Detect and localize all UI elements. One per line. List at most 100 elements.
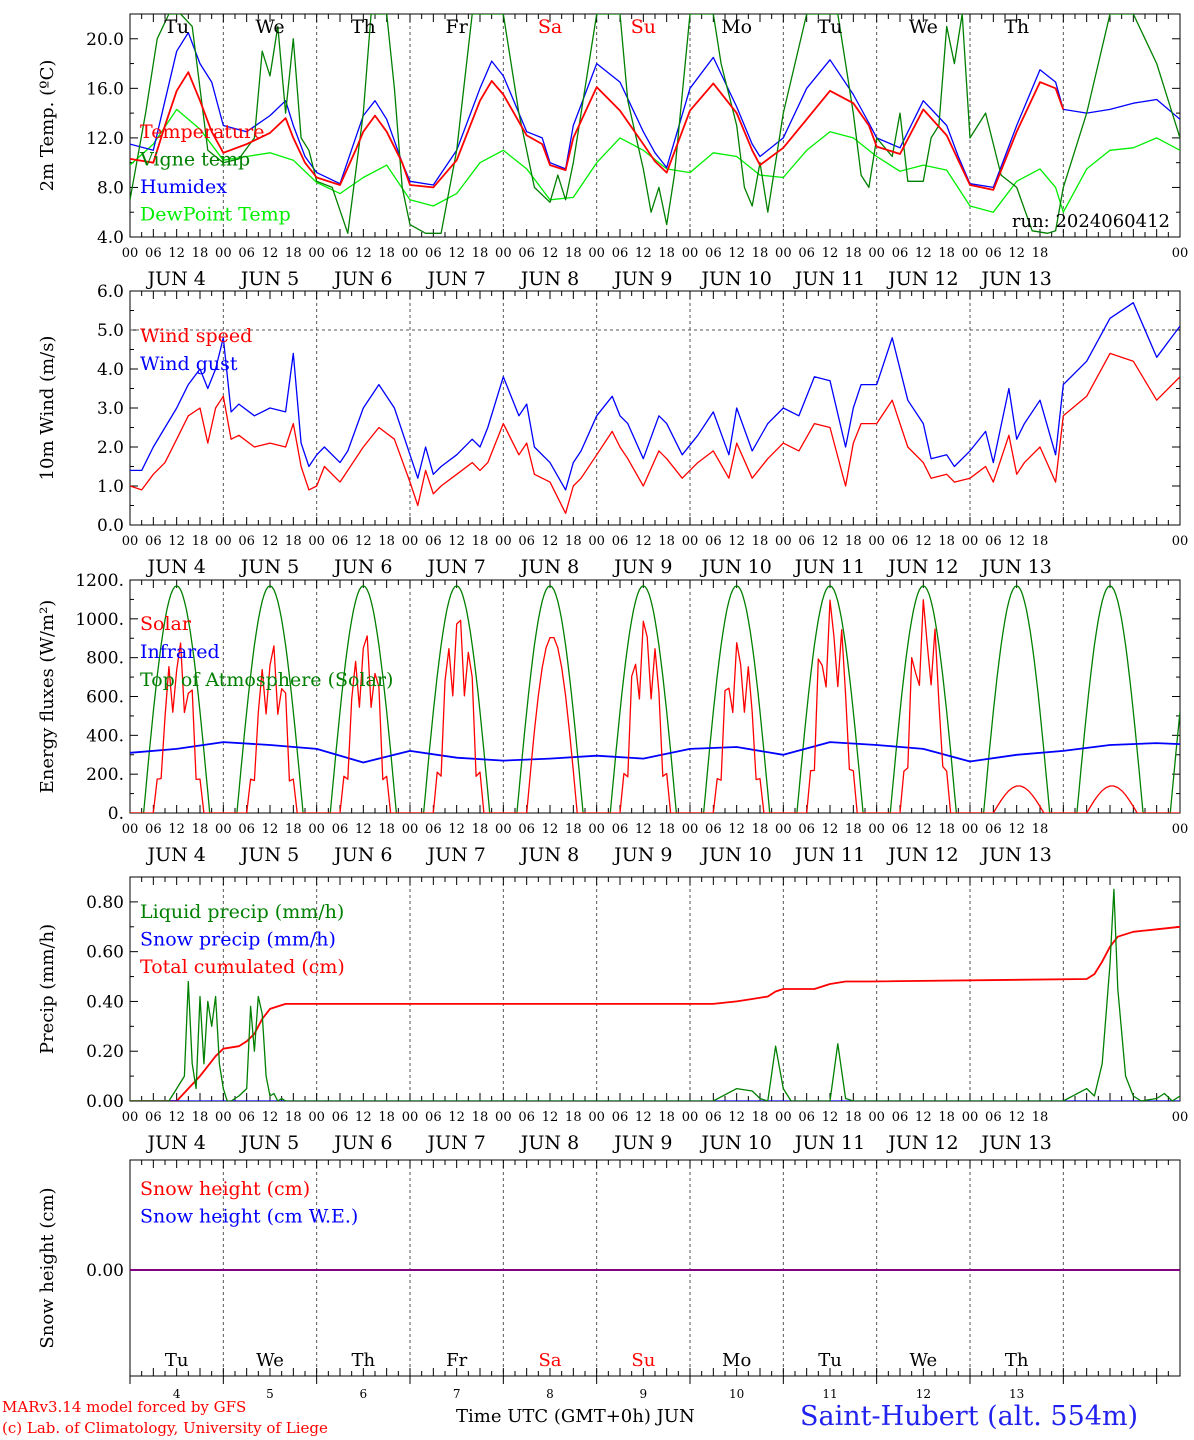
y-tick-label: 5.0 [97,321,124,341]
y-tick-label: 0.00 [86,1092,124,1112]
hour-label: 18 [752,534,769,549]
hour-label: 12 [262,246,279,261]
hour-label: 06 [238,534,255,549]
y-tick-label: 200. [86,765,124,785]
hour-label: 18 [658,246,675,261]
legend-entry: Snow precip (mm/h) [140,929,336,951]
hour-label: 18 [938,1110,955,1125]
date-label: JUN 9 [612,268,672,290]
y-tick-label: 800. [86,649,124,669]
date-label: JUN 12 [886,268,958,290]
date-label: JUN 6 [332,556,392,578]
hour-label: 18 [1032,246,1049,261]
date-label: JUN 8 [519,844,579,866]
y-tick-label: 0.0 [97,516,124,536]
day-name-bottom: Th [1005,1350,1029,1371]
hour-label: 12 [542,1110,559,1125]
hour-label: 06 [145,534,162,549]
day-number: 6 [360,1387,368,1401]
hour-label: 18 [378,1110,395,1125]
hour-label: 12 [822,534,839,549]
hour-label: 12 [915,246,932,261]
hour-label: 12 [542,822,559,837]
hour-label: 06 [798,822,815,837]
day-number: 9 [640,1387,648,1401]
hour-label: 12 [448,246,465,261]
hour-label: 00 [868,822,885,837]
hour-label: 06 [612,534,629,549]
hour-label: 00 [775,534,792,549]
hour-label: 06 [985,822,1002,837]
hour-label: 00 [775,822,792,837]
date-label: JUN 11 [793,556,865,578]
date-label: JUN 7 [425,844,485,866]
hour-label: 06 [425,822,442,837]
series-line-0 [130,352,1180,514]
hour-label: 06 [892,534,909,549]
hour-label: 12 [822,246,839,261]
hour-label: 12 [1008,822,1025,837]
hour-label: 12 [915,1110,932,1125]
y-tick-label: 0.60 [86,943,124,963]
hour-label: 06 [705,534,722,549]
day-name-top: Sa [538,16,562,38]
hour-label: 12 [168,246,185,261]
hour-label: 06 [238,246,255,261]
hour-label: 00 [402,1110,419,1125]
series-line-2 [130,31,1180,189]
panel-1: 4.0 8.0 12.0 16.0 20.0 2m Temp. (ºC) 00 06 12 18 J… [37,13,1188,290]
y-tick-label: 12.0 [86,129,124,149]
hour-label: 00 [122,246,139,261]
date-label: JUN 11 [793,1132,865,1154]
hour-label: 12 [635,534,652,549]
date-label: JUN 4 [145,556,205,578]
hour-label: 18 [378,822,395,837]
panel-5: 0.00 Snow height (cm) Snow height (cm) Snow… [37,1159,1181,1377]
day-number: 8 [546,1387,554,1401]
date-label: JUN 7 [425,1132,485,1154]
day-name-top: We [255,16,284,38]
hour-label: 12 [355,822,372,837]
hour-label: 06 [332,1110,349,1125]
hour-label: 00 [682,1110,699,1125]
hour-label: 18 [938,822,955,837]
series-line-2 [130,925,1180,1101]
hour-label: 00 [308,1110,325,1125]
date-label: JUN 11 [793,268,865,290]
y-tick-label: 4.0 [97,360,124,380]
y-axis-label: Precip (mm/h) [37,924,58,1054]
date-label: JUN 13 [979,556,1051,578]
date-label: JUN 12 [886,1132,958,1154]
station-label: Saint-Hubert (alt. 554m) [800,1401,1139,1432]
hour-label: 06 [518,1110,535,1125]
y-tick-label: 4.0 [97,228,124,248]
y-axis-label: Snow height (cm) [37,1187,58,1348]
day-number: 4 [173,1387,181,1401]
day-number: 11 [822,1387,837,1401]
hour-label: 12 [262,534,279,549]
hour-label: 00 [588,534,605,549]
day-name-bottom: Tu [818,1350,842,1371]
y-tick-label: 600. [86,688,124,708]
series-group [130,888,1180,1101]
hour-label: 00 [122,822,139,837]
hour-label: 00 [215,1110,232,1125]
series-group [130,14,1180,234]
hour-label: 18 [378,534,395,549]
hour-label: 18 [472,1110,489,1125]
date-label: JUN 5 [239,844,299,866]
hour-label: 06 [332,534,349,549]
hour-label: 12 [822,1110,839,1125]
series-line-3 [130,108,1180,213]
series-line-1 [130,14,1180,234]
legend-entry: Total cumulated (cm) [140,956,345,978]
hour-label: 00 [1172,1110,1189,1125]
hour-label: 00 [868,534,885,549]
series-line-0 [130,599,1180,813]
hour-label: 00 [495,822,512,837]
hour-label: 06 [612,822,629,837]
hour-label: 00 [962,534,979,549]
hour-label: 06 [332,246,349,261]
hour-label: 12 [728,1110,745,1125]
